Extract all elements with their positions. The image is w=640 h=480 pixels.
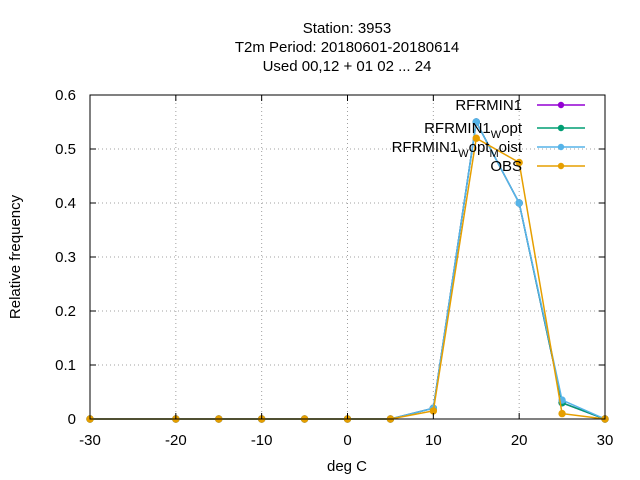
x-axis-ticks: -30 -20 -10 0 10 20 30 <box>79 95 613 449</box>
title-line-1: Station: 3953 <box>303 20 391 37</box>
grid <box>90 95 605 419</box>
data-point <box>472 134 480 142</box>
legend-label-part: opt <box>469 139 491 156</box>
data-point <box>515 199 523 207</box>
legend-swatch-marker <box>557 162 565 170</box>
y-tick-label: 0.5 <box>55 141 76 158</box>
x-tick-label: -20 <box>165 432 187 449</box>
x-tick-label: 20 <box>511 432 528 449</box>
x-tick-label: -10 <box>251 432 273 449</box>
x-tick-label: 10 <box>425 432 442 449</box>
y-tick-label: 0 <box>68 411 76 428</box>
title-line-2: T2m Period: 20180601-20180614 <box>235 39 459 56</box>
data-point <box>558 409 566 418</box>
data-point <box>515 158 523 167</box>
x-tick-label: -30 <box>79 432 101 449</box>
x-axis-label: deg C <box>327 458 367 475</box>
legend-label-part: RFRMIN1 <box>424 120 491 137</box>
series <box>86 118 609 423</box>
chart-title: Station: 3953 T2m Period: 20180601-20180… <box>235 20 459 75</box>
y-tick-label: 0.4 <box>55 195 76 212</box>
legend-swatch-marker <box>557 124 565 132</box>
title-line-3: Used 00,12 + 01 02 ... 24 <box>263 58 432 75</box>
series-line-3 <box>90 137 606 420</box>
y-tick-label: 0.2 <box>55 303 76 320</box>
legend-label-part: RFRMIN1 <box>392 139 459 156</box>
legend-swatch-marker <box>557 143 565 151</box>
legend-label: RFRMIN1Wopt <box>424 120 523 141</box>
legend-label-part: W <box>458 148 469 160</box>
legend-label: RFRMIN1 <box>455 97 522 114</box>
legend-label-part: W <box>491 129 502 141</box>
legend-label-part: opt <box>501 120 523 137</box>
legend-label: RFRMIN1WoptMoist <box>392 139 523 160</box>
data-point <box>472 118 480 126</box>
legend-label: OBS <box>490 158 522 175</box>
legend-swatch-marker <box>557 101 565 109</box>
series-line-1 <box>90 119 606 420</box>
y-axis-label: Relative frequency <box>7 194 24 319</box>
series-line-0 <box>90 119 606 420</box>
legend-label-part: M <box>489 148 498 160</box>
y-tick-label: 0.1 <box>55 357 76 374</box>
series-line-2 <box>90 119 606 420</box>
x-tick-label: 0 <box>343 432 351 449</box>
x-tick-label: 30 <box>597 432 614 449</box>
y-tick-label: 0.3 <box>55 249 76 266</box>
y-axis-ticks: 0 0.1 0.2 0.3 0.4 0.5 0.6 <box>55 87 605 428</box>
y-tick-label: 0.6 <box>55 87 76 104</box>
legend-label-part: oist <box>499 139 523 156</box>
